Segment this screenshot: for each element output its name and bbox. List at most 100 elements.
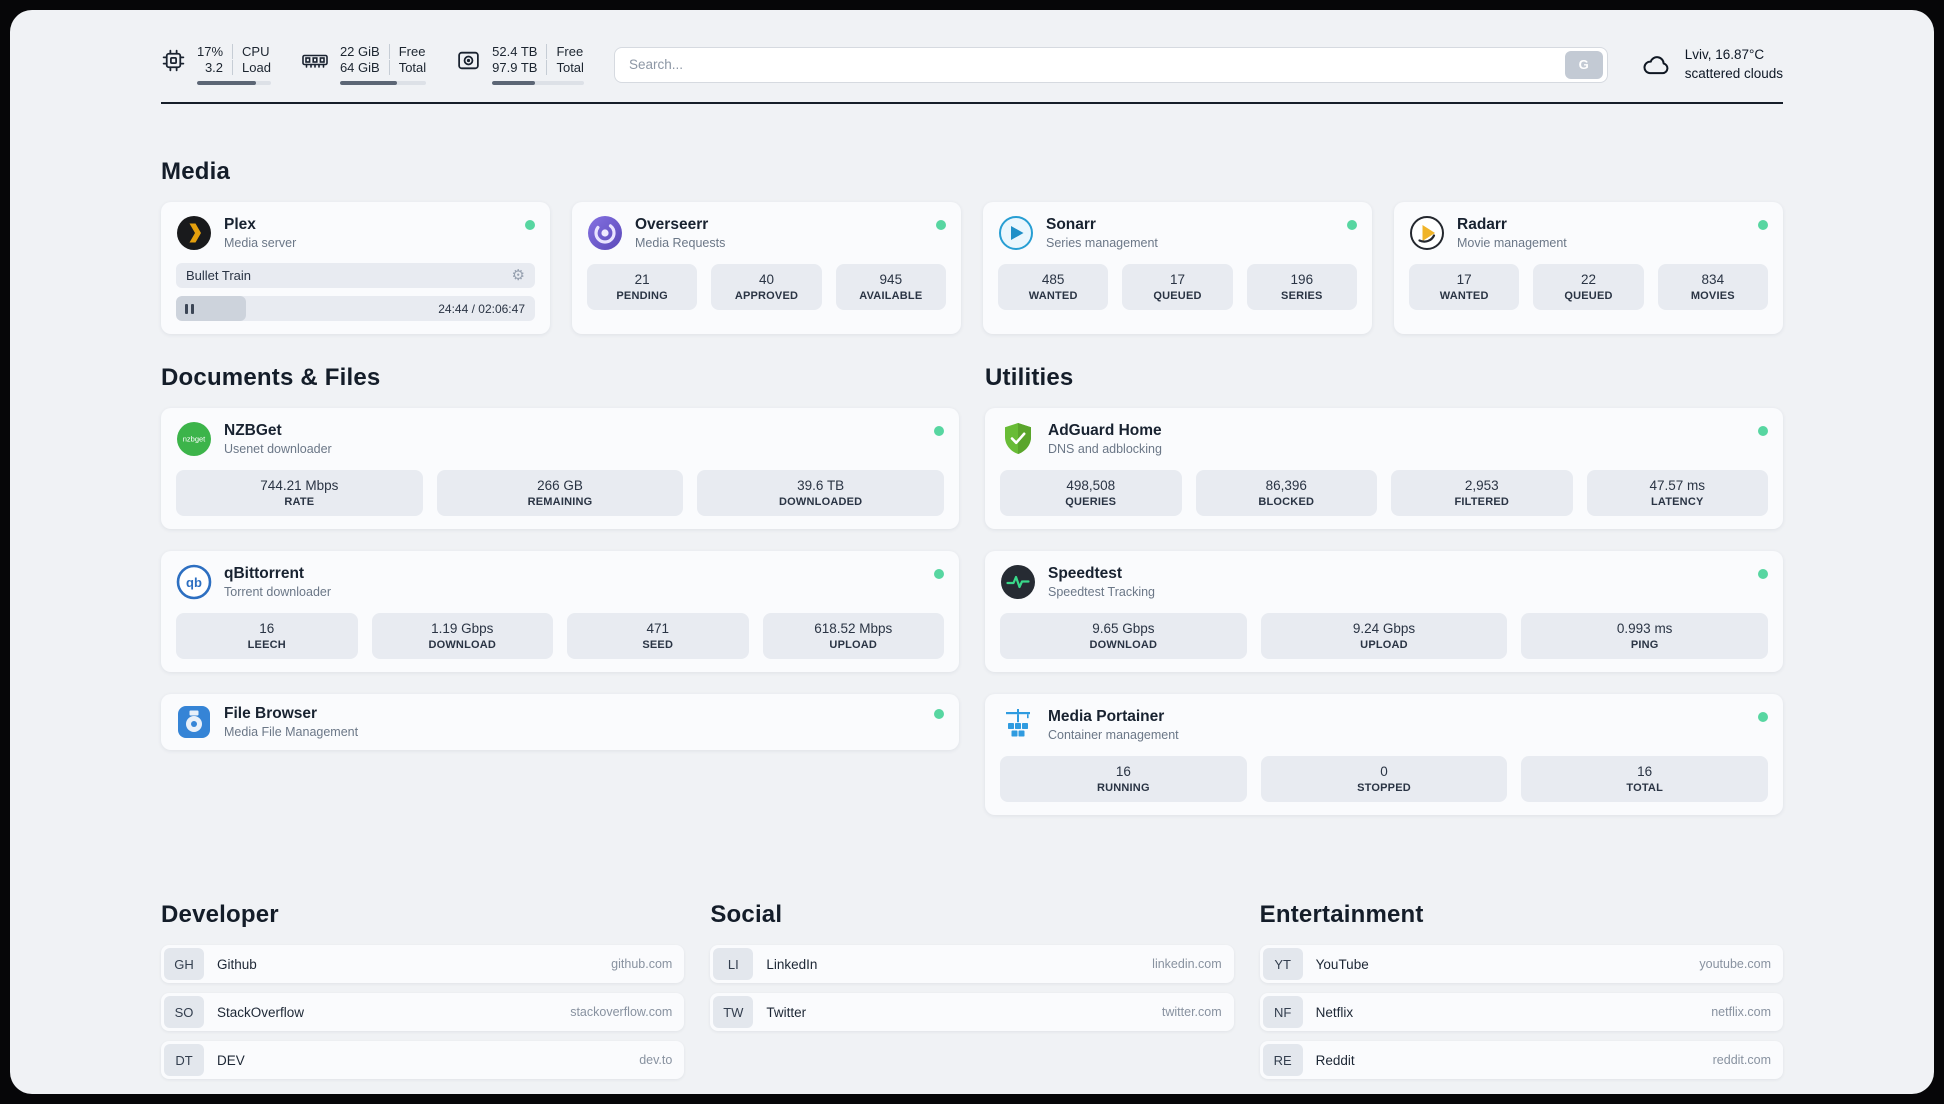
stat-value: 196 [1290, 272, 1314, 287]
stat-value: 1.19 Gbps [431, 621, 494, 636]
stat-label: DOWNLOAD [1089, 639, 1158, 651]
card-plex[interactable]: Plex Media server Bullet Train ⚙ 24:44 /… [161, 202, 550, 334]
stat-value: 266 GB [537, 478, 583, 493]
stat-value: 22 [1580, 272, 1596, 287]
card-nzbget[interactable]: nzbget NZBGet Usenet downloader 744.21 M… [161, 408, 959, 529]
stat-box: 498,508 QUERIES [1000, 470, 1182, 516]
stat-value: 17 [1456, 272, 1472, 287]
bookmark-netflix[interactable]: NF Netflix netflix.com [1259, 993, 1783, 1031]
bookmark-domain: reddit.com [1712, 1053, 1771, 1067]
stat-value: 17 [1169, 272, 1185, 287]
search-input[interactable] [628, 57, 1565, 72]
bookmark-domain: dev.to [639, 1053, 673, 1067]
stat-box: 16 TOTAL [1521, 756, 1769, 802]
header-divider [161, 102, 1783, 104]
plex-card-titles: Plex Media server [224, 216, 296, 250]
card-title: Speedtest [1048, 565, 1123, 582]
cpu-load-value: 3.2 [204, 60, 224, 75]
card-adguard[interactable]: AdGuard Home DNS and adblocking 498,508 Q… [985, 408, 1783, 529]
section-title-entertainment: Entertainment [1259, 901, 1424, 928]
stat-label: SEED [642, 639, 674, 651]
bookmark-youtube[interactable]: YT YouTube youtube.com [1259, 945, 1783, 983]
bookmark-dev[interactable]: DT DEV dev.to [161, 1041, 685, 1079]
stat-row: 21 PENDING 40 APPROVED 945 AVAILABLE [587, 264, 946, 310]
portainer-card-header: Media Portainer Container management [1000, 707, 1768, 743]
speedtest-card-header: Speedtest Speedtest Tracking [1000, 564, 1768, 600]
bookmark-github[interactable]: GH Github github.com [161, 945, 685, 983]
status-dot [934, 569, 944, 579]
stat-value: 86,396 [1265, 478, 1307, 493]
bookmark-domain: stackoverflow.com [570, 1005, 673, 1019]
sonarr-icon [999, 216, 1033, 250]
ram-total-label: Total [388, 60, 426, 75]
search-provider-button[interactable]: G [1564, 50, 1603, 79]
weather-widget: Lviv, 16.87°C scattered clouds [1638, 46, 1783, 84]
bookmark-reddit[interactable]: RE Reddit reddit.com [1259, 1041, 1783, 1079]
cpu-percent: 17% [197, 44, 224, 59]
stat-label: LEECH [247, 639, 286, 651]
card-overseerr[interactable]: Overseerr Media Requests 21 PENDING 40 APP… [572, 202, 961, 334]
bookmark-domain: youtube.com [1699, 957, 1771, 971]
stat-value: 16 [1115, 764, 1131, 779]
bookmark-linkedin[interactable]: LI LinkedIn linkedin.com [710, 945, 1234, 983]
card-subtitle: Movie management [1457, 236, 1567, 250]
card-subtitle: Speedtest Tracking [1048, 585, 1156, 599]
stat-label: PENDING [616, 290, 668, 302]
stat-box: 0.993 ms PING [1521, 613, 1769, 659]
bookmark-domain: linkedin.com [1152, 957, 1222, 971]
filebrowser-card-header: File Browser Media File Management [176, 704, 944, 740]
filebrowser-card-titles: File Browser Media File Management [224, 705, 358, 739]
qbittorrent-card-header: qb qBittorrent Torrent downloader [176, 564, 944, 600]
speedtest-icon [1001, 565, 1035, 599]
search-bar[interactable]: G [613, 46, 1608, 83]
stat-label: APPROVED [734, 290, 799, 302]
cpu-label: CPU [232, 44, 271, 59]
bookmark-abbr: GH [164, 948, 204, 980]
stat-box: 2,953 FILTERED [1391, 470, 1573, 516]
stat-row: 17 WANTED 22 QUEUED 834 MOVIES [1409, 264, 1768, 310]
card-portainer[interactable]: Media Portainer Container management 16 R… [985, 694, 1783, 815]
dashboard-root: 17% CPU 3.2 Load 22 GiB Free 64 GiB [10, 10, 1934, 1094]
stat-value: 16 [1637, 764, 1653, 779]
bookmark-twitter[interactable]: TW Twitter twitter.com [710, 993, 1234, 1031]
bookmark-abbr: YT [1262, 948, 1303, 980]
card-subtitle: Media server [224, 236, 297, 250]
stat-label: DOWNLOAD [428, 639, 497, 651]
disk-icon [458, 51, 479, 70]
stat-label: QUEUED [1153, 290, 1202, 302]
stat-label: QUEUED [1564, 290, 1613, 302]
card-filebrowser[interactable]: File Browser Media File Management [161, 694, 959, 750]
card-qbittorrent[interactable]: qb qBittorrent Torrent downloader 16 LEEC… [161, 551, 959, 672]
card-title: Radarr [1457, 216, 1507, 233]
cpu-usage-bar [197, 81, 271, 85]
bookmark-domain: netflix.com [1711, 1005, 1771, 1019]
card-subtitle: Series management [1046, 236, 1158, 250]
gear-icon[interactable]: ⚙ [511, 267, 525, 284]
media-card-grid: Plex Media server Bullet Train ⚙ 24:44 /… [161, 202, 1783, 334]
sonarr-card-titles: Sonarr Series management [1046, 216, 1158, 250]
card-sonarr[interactable]: Sonarr Series management 485 WANTED 17 QUE… [983, 202, 1372, 334]
card-subtitle: Usenet downloader [224, 442, 332, 456]
cloud-icon [1643, 55, 1669, 74]
pause-icon[interactable] [185, 303, 194, 314]
card-subtitle: Media File Management [224, 725, 359, 739]
card-radarr[interactable]: Radarr Movie management 17 WANTED 22 QUEUE… [1394, 202, 1783, 334]
stat-value: 40 [758, 272, 774, 287]
plex-icon [177, 216, 211, 250]
stat-label: RATE [284, 496, 315, 508]
bookmark-stackoverflow[interactable]: SO StackOverflow stackoverflow.com [161, 993, 685, 1031]
stat-box: 485 WANTED [998, 264, 1109, 310]
stat-value: 9.24 Gbps [1352, 621, 1416, 636]
stat-label: MOVIES [1690, 290, 1735, 302]
stat-box: 618.52 Mbps UPLOAD [762, 613, 944, 659]
bookmark-name: Twitter [766, 1004, 807, 1020]
disk-total-label: Total [546, 60, 584, 75]
plex-player-bar[interactable]: 24:44 / 02:06:47 [176, 296, 535, 321]
status-dot [1758, 220, 1768, 230]
card-speedtest[interactable]: Speedtest Speedtest Tracking 9.65 Gbps DO… [985, 551, 1783, 672]
stat-box: 39.6 TB DOWNLOADED [697, 470, 945, 516]
stat-box: 945 AVAILABLE [835, 264, 946, 310]
bookmark-name: Reddit [1315, 1052, 1355, 1068]
bookmark-domain: github.com [611, 957, 673, 971]
stat-label: LATENCY [1650, 496, 1704, 508]
